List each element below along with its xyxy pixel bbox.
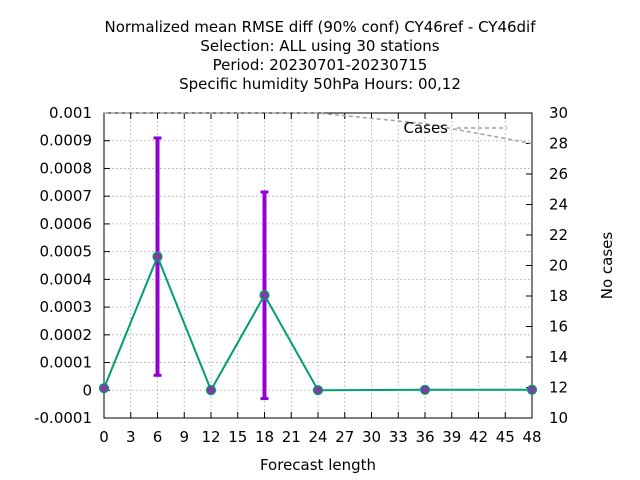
title-line: Normalized mean RMSE diff (90% conf) CY4… [104,18,536,36]
y2-tick-label: 22 [549,226,568,244]
legend-label-cases: Cases [403,119,448,137]
y2-axis: 10 12 14 16 18 20 22 24 26 28 30 [526,104,568,427]
x-tick-label: 33 [389,428,408,446]
x-tick-label: 45 [496,428,515,446]
title-line: Period: 20230701-20230715 [213,56,428,74]
data-point [152,251,163,262]
data-point [205,385,217,396]
y2-tick-label: 26 [549,165,568,183]
y-tick-label: 0.0004 [40,270,93,288]
y-tick-label: 0.0001 [40,354,93,372]
data-point [259,290,270,301]
y2-tick-label: 30 [549,104,568,122]
y2-tick-label: 10 [549,409,568,427]
x-tick-label: 0 [99,428,109,446]
title-line: Specific humidity 50hPa Hours: 00,12 [179,75,461,93]
x-tick-label: 9 [179,428,189,446]
x-tick-label: 48 [522,428,541,446]
legend: Cases [403,119,507,137]
y2-tick-label: 24 [549,196,568,214]
x-tick-label: 18 [255,428,274,446]
y-tick-label: 0.001 [49,104,92,122]
data-point [419,384,431,395]
y2-tick-label: 16 [549,318,568,336]
y-tick-label: 0.0003 [40,298,93,316]
y-tick-label: -0.0001 [34,409,92,427]
x-tick-label: 15 [228,428,247,446]
data-point [98,383,110,394]
y2-tick-label: 28 [549,135,568,153]
x-tick-label: 12 [201,428,220,446]
y2-tick-label: 14 [549,348,568,366]
y2-tick-label: 20 [549,257,568,275]
chart-title: Normalized mean RMSE diff (90% conf) CY4… [104,18,536,93]
y-tick-label: 0.0002 [40,326,93,344]
x-tick-label: 21 [282,428,301,446]
y-tick-label: 0.0007 [40,187,93,205]
x-tick-label: 30 [362,428,381,446]
data-point [526,384,538,395]
x-tick-label: 42 [469,428,488,446]
y-tick-label: 0.0006 [40,215,93,233]
y-tick-label: 0.0008 [40,159,93,177]
x-tick-label: 36 [415,428,434,446]
x-tick-label: 27 [335,428,354,446]
y-axis: -0.0001 0 0.0001 0.0002 0.0003 0.0004 0.0005 0.… [34,104,110,427]
y2-tick-label: 18 [549,287,568,305]
main-series [98,251,538,396]
x-tick-label: 39 [442,428,461,446]
x-axis-label: Forecast length [260,456,376,474]
y2-axis-label: No cases [598,232,616,300]
x-axis: 0 3 6 9 12 15 18 21 24 27 30 33 36 39 42 45 48 [99,113,542,446]
y-tick-label: 0 [82,381,92,399]
title-line: Selection: ALL using 30 stations [200,37,439,55]
grid [104,113,532,418]
y-tick-label: 0.0009 [40,132,93,150]
y2-tick-label: 12 [549,379,568,397]
x-tick-label: 3 [126,428,136,446]
x-tick-label: 6 [153,428,163,446]
x-tick-label: 24 [308,428,327,446]
y-tick-label: 0.0005 [40,243,93,261]
data-point [312,385,324,396]
